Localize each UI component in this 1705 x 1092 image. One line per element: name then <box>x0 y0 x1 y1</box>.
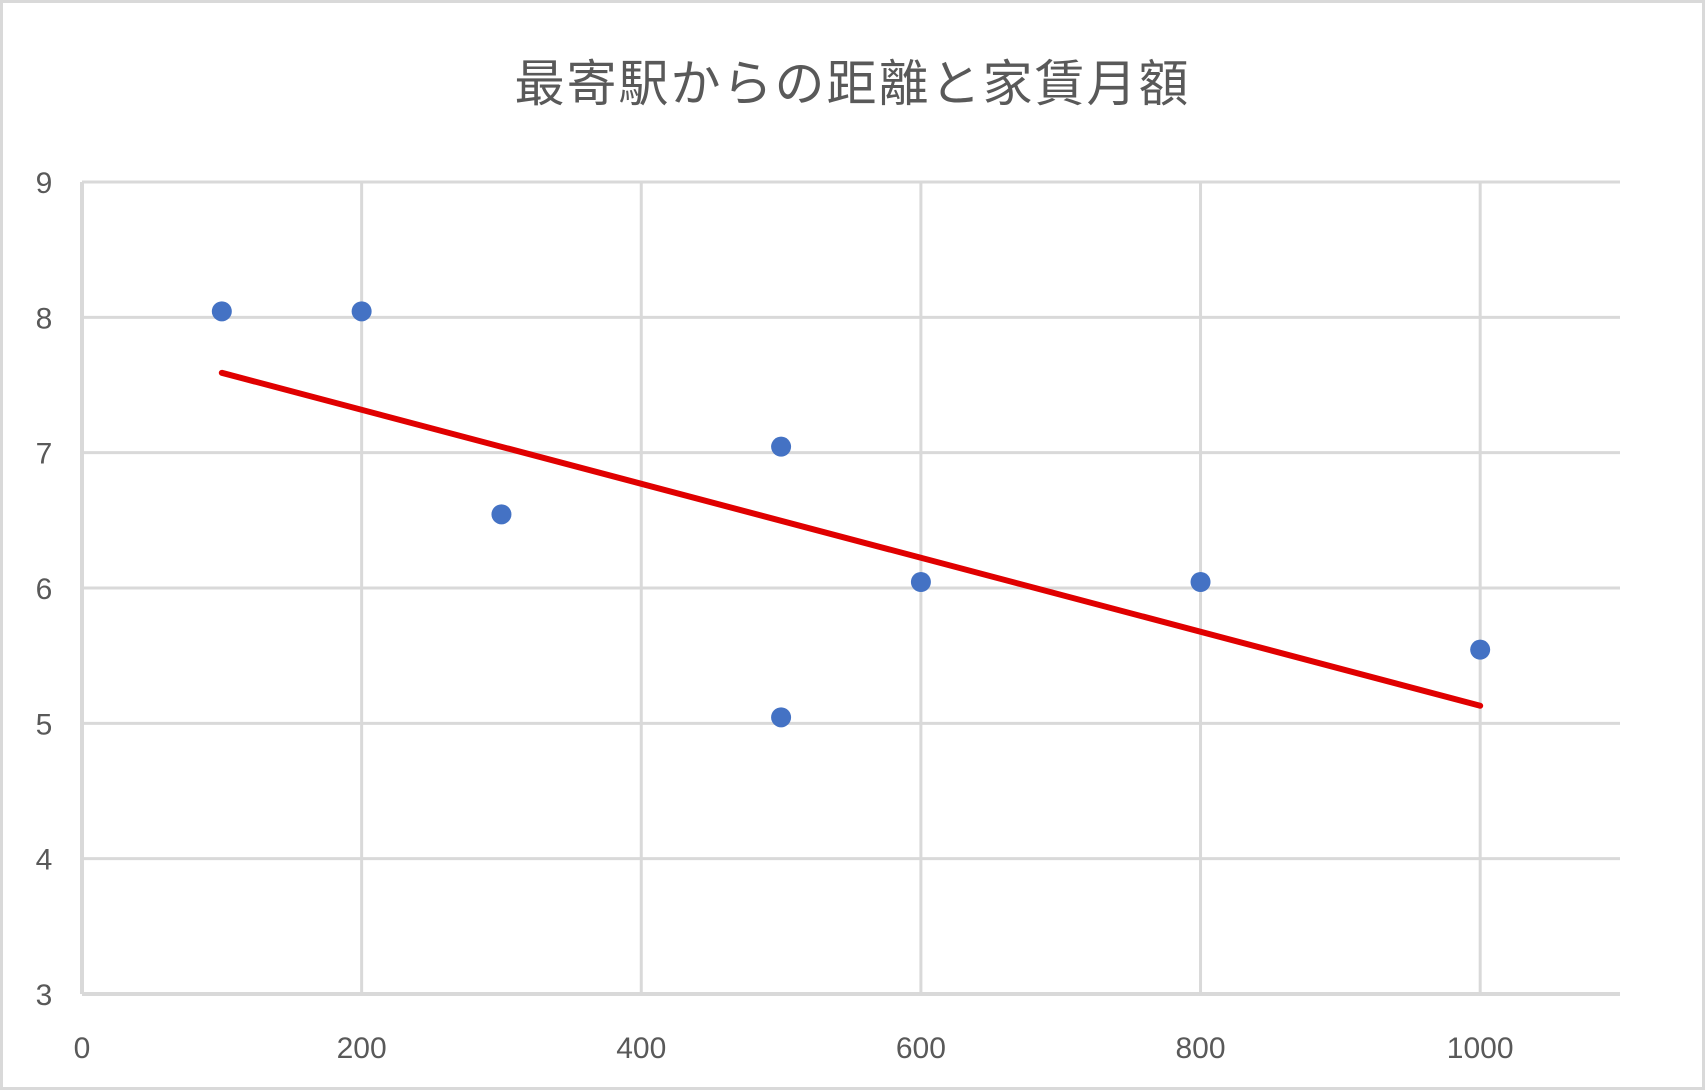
y-tick-label: 9 <box>36 167 53 200</box>
y-tick-label: 4 <box>36 844 53 877</box>
x-tick-label: 800 <box>1176 1032 1226 1065</box>
x-tick-label: 400 <box>616 1032 666 1065</box>
x-tick-label: 600 <box>896 1032 946 1065</box>
trendline <box>218 369 1484 709</box>
y-tick-label: 8 <box>36 302 53 335</box>
x-tick-label: 0 <box>74 1032 91 1065</box>
data-point <box>771 436 792 457</box>
y-tick-label: 5 <box>36 708 53 741</box>
x-tick-label: 1000 <box>1447 1032 1514 1065</box>
x-tick-label: 200 <box>337 1032 387 1065</box>
chart-title: 最寄駅からの距離と家賃月額 <box>514 55 1191 113</box>
data-point <box>211 301 232 322</box>
data-point <box>491 504 512 525</box>
y-tick-label: 3 <box>36 979 53 1012</box>
y-tick-label: 7 <box>36 438 53 471</box>
data-point <box>1190 572 1211 592</box>
data-point <box>1470 639 1491 660</box>
data-point <box>351 301 372 322</box>
data-point <box>910 572 931 592</box>
y-tick-label: 6 <box>36 573 53 606</box>
data-point <box>771 707 792 728</box>
